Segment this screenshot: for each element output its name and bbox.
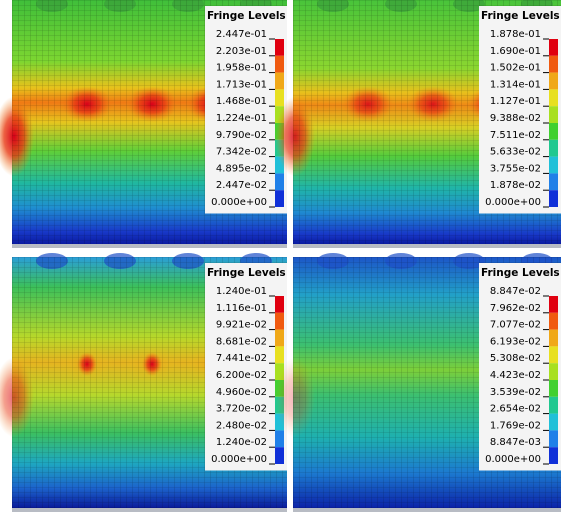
fringe-level: 1.769e-02 <box>490 420 541 431</box>
contour-panel: Fringe Levels 8.847e-02 7.962e-02 7.077e-02… <box>275 253 561 512</box>
color-swatch <box>275 430 284 447</box>
fringe-level: 4.423e-02 <box>490 370 541 381</box>
fringe-level: 8.847e-03 <box>490 437 541 448</box>
fringe-level: 1.314e-01 <box>490 79 541 90</box>
color-swatch <box>549 296 558 313</box>
color-swatch <box>549 190 558 207</box>
fringe-level: 1.240e-01 <box>216 286 267 297</box>
color-swatch <box>549 106 558 123</box>
fringe-level: 5.308e-02 <box>490 353 541 364</box>
color-swatch <box>275 56 284 73</box>
fringe-level: 2.447e-02 <box>216 180 267 191</box>
fringe-level: 1.878e-01 <box>490 29 541 40</box>
fringe-level: 1.116e-01 <box>216 303 267 314</box>
fringe-level: 9.921e-02 <box>216 320 267 331</box>
fringe-level: 1.502e-01 <box>490 63 541 74</box>
color-swatch <box>549 430 558 447</box>
fringe-level: 4.895e-02 <box>216 163 267 174</box>
fringe-level: 8.681e-02 <box>216 336 267 347</box>
fringe-level: 1.713e-01 <box>216 79 267 90</box>
fringe-level: 0.000e+00 <box>211 197 267 208</box>
color-swatch <box>275 447 284 464</box>
fringe-level: 2.447e-01 <box>216 29 267 40</box>
fringe-level: 2.480e-02 <box>216 420 267 431</box>
color-swatch <box>275 330 284 347</box>
fringe-level: 1.958e-01 <box>216 63 267 74</box>
fringe-level: 2.203e-01 <box>216 46 267 57</box>
fringe-level: 1.224e-01 <box>216 113 267 124</box>
color-swatch <box>275 313 284 330</box>
fringe-level: 7.342e-02 <box>216 147 267 158</box>
fringe-level: 1.240e-02 <box>216 437 267 448</box>
color-swatch <box>549 157 558 174</box>
fringe-level: 1.468e-01 <box>216 96 267 107</box>
fringe-level: 6.200e-02 <box>216 370 267 381</box>
color-swatch <box>275 190 284 207</box>
fringe-level: 3.755e-02 <box>490 163 541 174</box>
fringe-level: 4.960e-02 <box>216 387 267 398</box>
fringe-level: 2.654e-02 <box>490 404 541 415</box>
contour-panel: Fringe Levels 1.878e-01 1.690e-01 1.502e-01… <box>275 0 561 248</box>
color-swatch <box>275 173 284 190</box>
fringe-level: 7.511e-02 <box>490 130 541 141</box>
color-swatch <box>549 56 558 73</box>
color-swatch <box>549 346 558 363</box>
color-swatch <box>275 296 284 313</box>
fringe-level: 1.878e-02 <box>490 180 541 191</box>
color-swatch <box>549 330 558 347</box>
color-swatch <box>549 89 558 106</box>
color-swatch <box>549 313 558 330</box>
color-swatch <box>275 39 284 56</box>
legend-title: Fringe Levels <box>207 10 286 22</box>
legend-title: Fringe Levels <box>481 10 560 22</box>
legend-title: Fringe Levels <box>481 267 560 279</box>
fringe-level: 0.000e+00 <box>211 454 267 465</box>
legend-title: Fringe Levels <box>207 267 286 279</box>
fringe-level: 0.000e+00 <box>485 454 541 465</box>
color-swatch <box>549 414 558 431</box>
contour-panel: Fringe Levels 2.447e-01 2.203e-01 1.958e-01… <box>0 0 287 248</box>
color-swatch <box>549 447 558 464</box>
color-swatch <box>275 73 284 90</box>
fringe-level: 1.690e-01 <box>490 46 541 57</box>
fringe-level: 9.388e-02 <box>490 113 541 124</box>
fringe-level: 1.127e-01 <box>490 96 541 107</box>
fringe-level: 6.193e-02 <box>490 336 541 347</box>
color-swatch <box>549 140 558 157</box>
color-swatch <box>549 39 558 56</box>
color-swatch <box>549 123 558 140</box>
fringe-level: 3.720e-02 <box>216 404 267 415</box>
fringe-level: 7.441e-02 <box>216 353 267 364</box>
color-swatch <box>549 173 558 190</box>
fringe-level: 5.633e-02 <box>490 147 541 158</box>
contour-panel: Fringe Levels 1.240e-01 1.116e-01 9.921e-02… <box>0 253 287 512</box>
fringe-level: 3.539e-02 <box>490 387 541 398</box>
fringe-level: 7.077e-02 <box>490 320 541 331</box>
color-swatch <box>549 73 558 90</box>
color-swatch <box>275 89 284 106</box>
fringe-level: 8.847e-02 <box>490 286 541 297</box>
figure: Fringe Levels 2.447e-01 2.203e-01 1.958e-01… <box>0 0 565 512</box>
color-swatch <box>549 380 558 397</box>
color-swatch <box>549 363 558 380</box>
fringe-level: 9.790e-02 <box>216 130 267 141</box>
color-swatch <box>549 397 558 414</box>
color-swatch <box>275 346 284 363</box>
fringe-level: 0.000e+00 <box>485 197 541 208</box>
fringe-level: 7.962e-02 <box>490 303 541 314</box>
